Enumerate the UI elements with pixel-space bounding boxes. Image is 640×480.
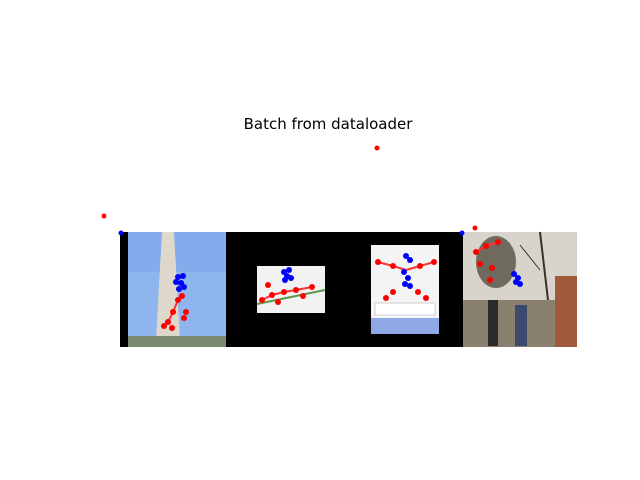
pose-skeleton-3: [375, 253, 437, 301]
pose-skeleton-1: [161, 273, 189, 331]
pose-skeleton-4: [473, 239, 523, 287]
batch-image-3: [371, 245, 439, 334]
batch-image-1: [128, 232, 226, 347]
batch-image-2: [256, 266, 326, 313]
batch-image-4: [463, 231, 577, 347]
pose-skeleton-2: [259, 267, 315, 305]
figure-title: Batch from dataloader: [243, 115, 413, 133]
outlier-keypoints: [101, 145, 478, 236]
